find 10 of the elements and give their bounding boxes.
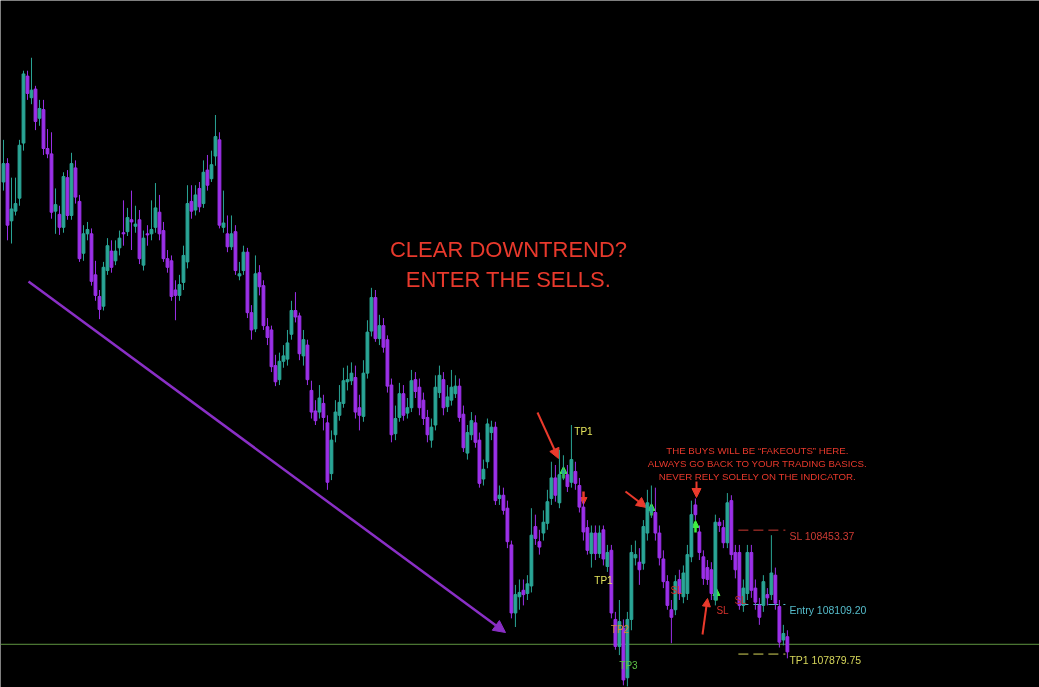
- annotation: TP1: [574, 426, 594, 437]
- annotation: SL: [734, 595, 748, 606]
- annotation: THE BUYS WILL BE “FAKEOUTS” HERE. ALWAYS GO BACK TO YOUR TRADING BASICS. NEVER RELY SOLELY ON THE INDICATOR.: [647, 444, 867, 483]
- ref-line-label: SL 108453.37: [789, 530, 855, 543]
- annotation: SL: [716, 605, 730, 616]
- annotation: SL: [670, 585, 684, 596]
- ref-line-label: TP1 107879.75: [789, 654, 862, 667]
- ref-line-label: Entry 108109.20: [789, 604, 867, 617]
- annotation: TP2: [610, 624, 630, 635]
- annotation: CLEAR DOWNTREND? ENTER THE SELLS.: [389, 237, 628, 292]
